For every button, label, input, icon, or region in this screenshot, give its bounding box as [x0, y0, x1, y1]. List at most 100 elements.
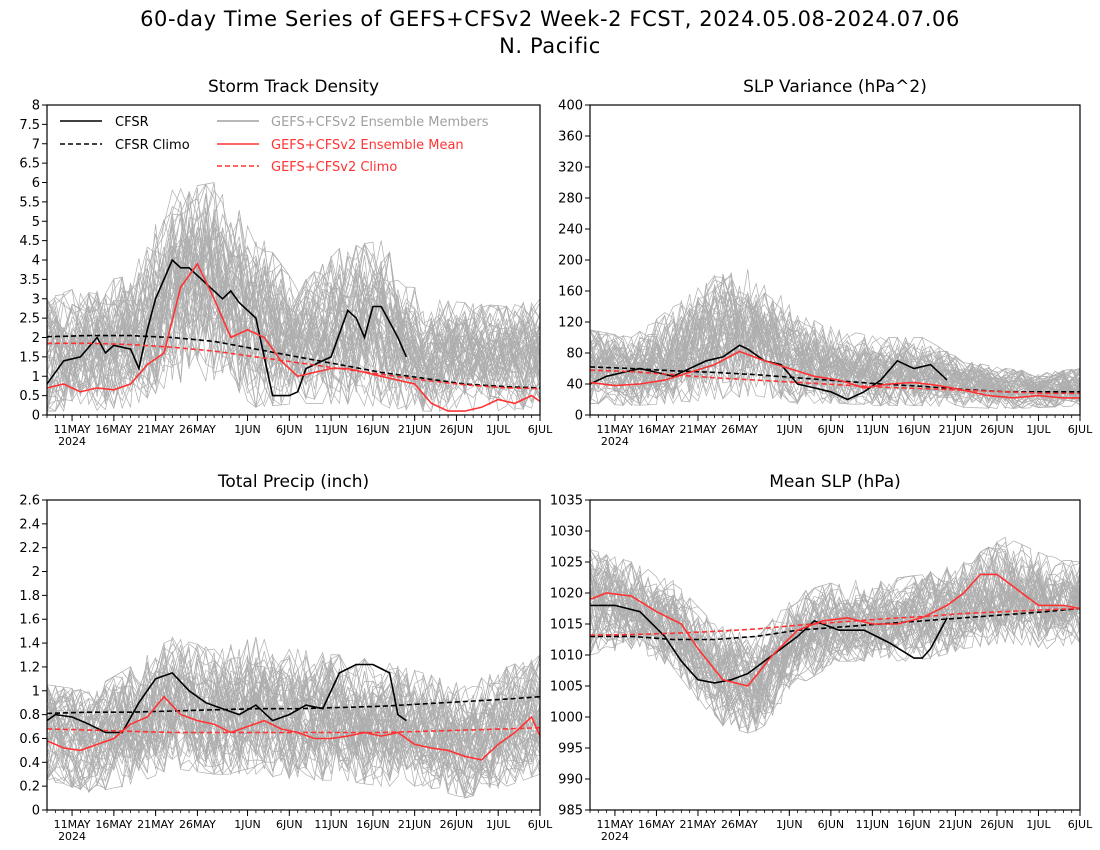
ensemble-members — [589, 269, 1081, 410]
ensemble-member-line — [46, 224, 541, 411]
x-tick-label: 1JUN — [234, 423, 261, 436]
x-tick-label: 26JUN — [440, 818, 474, 831]
y-tick-label: 5 — [32, 215, 40, 230]
series-gefs-cfsv2-ensemble-mean — [589, 350, 1080, 399]
y-tick-label: 280 — [558, 192, 583, 207]
y-tick-label: 2 — [32, 331, 40, 346]
x-tick-label: 11MAY — [596, 423, 633, 436]
x-tick-label: 6JUN — [818, 423, 845, 436]
x-tick-label: 1JUL — [1026, 818, 1051, 831]
y-tick-label: 1030 — [550, 525, 583, 540]
ensemble-member-line — [589, 553, 1081, 711]
ensemble-member-line — [46, 663, 541, 783]
ensemble-member-line — [589, 288, 1081, 409]
ensemble-member-line — [46, 183, 541, 383]
y-tick-label: 0.2 — [19, 780, 40, 795]
y-tick-label: 120 — [558, 316, 583, 331]
ensemble-member-line — [46, 210, 541, 412]
ensemble-member-line — [46, 212, 541, 405]
y-tick-label: 3.5 — [19, 273, 40, 288]
x-tick-label: 6JUN — [276, 818, 303, 831]
ensemble-member-line — [589, 571, 1081, 732]
series-gefs-cfsv2-climo — [47, 342, 541, 390]
ensemble-member-line — [46, 654, 541, 772]
y-tick-label: 1025 — [550, 556, 583, 571]
x-tick-label: 6JUL — [528, 818, 553, 831]
ensemble-member-line — [589, 564, 1081, 672]
ensemble-member-line — [46, 667, 541, 799]
x-tick-label: 1JUN — [776, 423, 803, 436]
ensemble-member-line — [589, 553, 1081, 707]
y-tick-label: 4 — [32, 254, 40, 269]
x-tick-label: 6JUL — [1068, 818, 1093, 831]
ensemble-member-line — [46, 222, 541, 412]
y-tick-label: 2.4 — [19, 517, 40, 532]
ensemble-member-line — [46, 246, 541, 406]
y-tick-label: 1 — [32, 684, 40, 699]
x-tick-label: 21MAY — [137, 423, 174, 436]
x-tick-label: 11MAY — [54, 423, 91, 436]
series-cfsr-climo — [46, 695, 541, 715]
chart-panel-4: Mean SLP (hPa) 985 990 995 1000 1005 1010 1015 1… — [550, 472, 1093, 843]
ensemble-member-line — [589, 315, 1081, 405]
y-tick-label: 320 — [558, 161, 583, 176]
x-year-label: 2024 — [58, 830, 86, 843]
figure-title-line1: 60-day Time Series of GEFS+CFSv2 Week-2 … — [140, 7, 960, 31]
x-tick-label: 6JUL — [528, 423, 553, 436]
x-tick-label: 26JUN — [980, 818, 1014, 831]
plot-frame — [46, 499, 541, 811]
x-tick-label: 11JUN — [314, 423, 348, 436]
y-tick-label: 8 — [32, 99, 40, 114]
x-tick-label: 26MAY — [721, 423, 758, 436]
ensemble-member-line — [46, 217, 541, 412]
legend-label: GEFS+CFSv2 Ensemble Members — [271, 115, 489, 130]
x-tick-label: 26JUN — [980, 423, 1014, 436]
y-tick-label: 1020 — [550, 587, 583, 602]
x-tick-label: 1JUN — [234, 818, 261, 831]
x-tick-label: 16MAY — [95, 423, 132, 436]
y-tick-label: 7 — [32, 137, 40, 152]
legend-label: CFSR — [115, 115, 149, 130]
y-tick-label: 1.8 — [19, 589, 40, 604]
y-tick-label: 240 — [558, 223, 583, 238]
x-tick-label: 11MAY — [54, 818, 91, 831]
series-gefs-cfsv2-climo — [46, 726, 541, 734]
x-tick-label: 26JUN — [440, 423, 474, 436]
ensemble-member-line — [589, 324, 1081, 406]
y-tick-label: 6.5 — [19, 157, 40, 172]
ensemble-member-line — [589, 551, 1081, 670]
x-tick-label: 21MAY — [680, 423, 717, 436]
x-year-label: 2024 — [601, 830, 629, 843]
x-tick-label: 21MAY — [680, 818, 717, 831]
chart-panel-2: SLP Variance (hPa^2) 0 40 80 120 160 200 240 280… — [558, 77, 1093, 448]
ensemble-member-line — [46, 189, 541, 404]
y-tick-label: 2.5 — [19, 312, 40, 327]
x-tick-label: 11JUN — [856, 818, 890, 831]
ensemble-member-line — [589, 556, 1081, 729]
y-tick-label: 0 — [575, 409, 583, 424]
series-gefs-cfsv2-climo — [589, 607, 1081, 636]
ensemble-member-line — [589, 283, 1081, 406]
y-tick-label: 1.5 — [19, 350, 40, 365]
ensemble-member-line — [46, 650, 541, 773]
y-tick-label: 1000 — [550, 711, 583, 726]
y-tick-label: 0.8 — [19, 708, 40, 723]
ensemble-member-line — [589, 560, 1081, 725]
ensemble-member-line — [589, 546, 1081, 699]
ensemble-member-line — [589, 567, 1081, 709]
x-tick-label: 1JUL — [1026, 423, 1051, 436]
ensemble-members — [46, 636, 541, 799]
figure-title-line2: N. Pacific — [499, 34, 601, 58]
x-tick-label: 11JUN — [314, 818, 348, 831]
figure-title: 60-day Time Series of GEFS+CFSv2 Week-2 … — [0, 6, 1100, 60]
ensemble-member-line — [589, 284, 1081, 409]
ensemble-member-line — [46, 652, 541, 787]
series-gefs-cfsv2-ensemble-mean — [46, 262, 541, 412]
y-tick-label: 0.6 — [19, 732, 40, 747]
ensemble-members — [46, 182, 541, 413]
y-tick-label: 80 — [566, 347, 583, 362]
y-tick-label: 0.4 — [19, 756, 40, 771]
y-tick-label: 1.6 — [19, 613, 40, 628]
y-tick-label: 360 — [558, 130, 583, 145]
